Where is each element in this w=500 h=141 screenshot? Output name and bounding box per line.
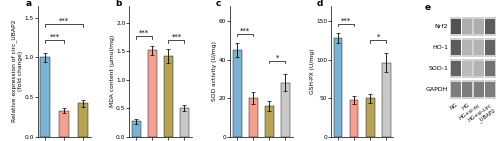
- Bar: [474, 82, 484, 97]
- Bar: [462, 19, 472, 34]
- Bar: [450, 59, 462, 78]
- Bar: [249, 98, 258, 137]
- Bar: [451, 40, 461, 55]
- Text: SOD-1: SOD-1: [428, 66, 448, 71]
- Bar: [265, 106, 274, 137]
- Bar: [78, 103, 88, 137]
- Text: d: d: [317, 0, 324, 8]
- Text: c: c: [216, 0, 222, 8]
- Bar: [451, 82, 461, 97]
- Text: *: *: [376, 34, 380, 40]
- Bar: [474, 19, 484, 34]
- Text: ***: ***: [341, 18, 351, 24]
- Text: ***: ***: [172, 34, 181, 40]
- Bar: [450, 80, 462, 99]
- Bar: [462, 80, 473, 99]
- Bar: [462, 40, 472, 55]
- Text: HG+si-nc: HG+si-nc: [458, 103, 482, 121]
- Text: NG: NG: [450, 103, 458, 111]
- Y-axis label: GSH-PX (U/mg): GSH-PX (U/mg): [310, 49, 314, 94]
- Text: ***: ***: [50, 34, 59, 40]
- Bar: [474, 40, 484, 55]
- Bar: [382, 63, 390, 137]
- Text: ***: ***: [59, 18, 69, 24]
- Bar: [450, 17, 462, 36]
- Bar: [474, 38, 484, 57]
- Text: Nrf2: Nrf2: [434, 24, 448, 29]
- Bar: [281, 83, 289, 137]
- Y-axis label: Relative expression of circ_UBAP2
(fold change): Relative expression of circ_UBAP2 (fold …: [12, 20, 24, 122]
- Bar: [334, 38, 342, 137]
- Bar: [485, 59, 496, 78]
- Y-axis label: MDA content (μmol/mg): MDA content (μmol/mg): [110, 35, 114, 107]
- Bar: [366, 98, 374, 137]
- Bar: [451, 61, 461, 76]
- Bar: [148, 50, 156, 137]
- Bar: [451, 19, 461, 34]
- Bar: [485, 17, 496, 36]
- Text: e: e: [425, 3, 431, 12]
- Bar: [40, 57, 50, 137]
- Bar: [486, 82, 496, 97]
- Text: a: a: [26, 0, 32, 8]
- Text: HG: HG: [461, 103, 470, 111]
- Y-axis label: SOD activity (U/mg): SOD activity (U/mg): [212, 41, 218, 101]
- Bar: [462, 82, 472, 97]
- Bar: [486, 40, 496, 55]
- Bar: [450, 38, 462, 57]
- Bar: [474, 61, 484, 76]
- Text: ***: ***: [139, 30, 149, 36]
- Text: HG+si-circ
_UBAP2: HG+si-circ _UBAP2: [468, 103, 497, 128]
- Bar: [486, 19, 496, 34]
- Text: b: b: [115, 0, 121, 8]
- Bar: [474, 59, 484, 78]
- Bar: [462, 59, 473, 78]
- Text: HO-1: HO-1: [432, 45, 448, 50]
- Bar: [486, 61, 496, 76]
- Bar: [350, 100, 358, 137]
- Bar: [485, 38, 496, 57]
- Text: *: *: [276, 55, 279, 61]
- Text: GAPDH: GAPDH: [426, 87, 448, 92]
- Bar: [462, 38, 473, 57]
- Text: ***: ***: [240, 28, 250, 34]
- Bar: [164, 56, 173, 137]
- Bar: [59, 111, 70, 137]
- Bar: [232, 50, 241, 137]
- Bar: [474, 80, 484, 99]
- Bar: [132, 121, 140, 137]
- Bar: [180, 108, 189, 137]
- Bar: [462, 17, 473, 36]
- Bar: [485, 80, 496, 99]
- Bar: [474, 17, 484, 36]
- Bar: [462, 61, 472, 76]
